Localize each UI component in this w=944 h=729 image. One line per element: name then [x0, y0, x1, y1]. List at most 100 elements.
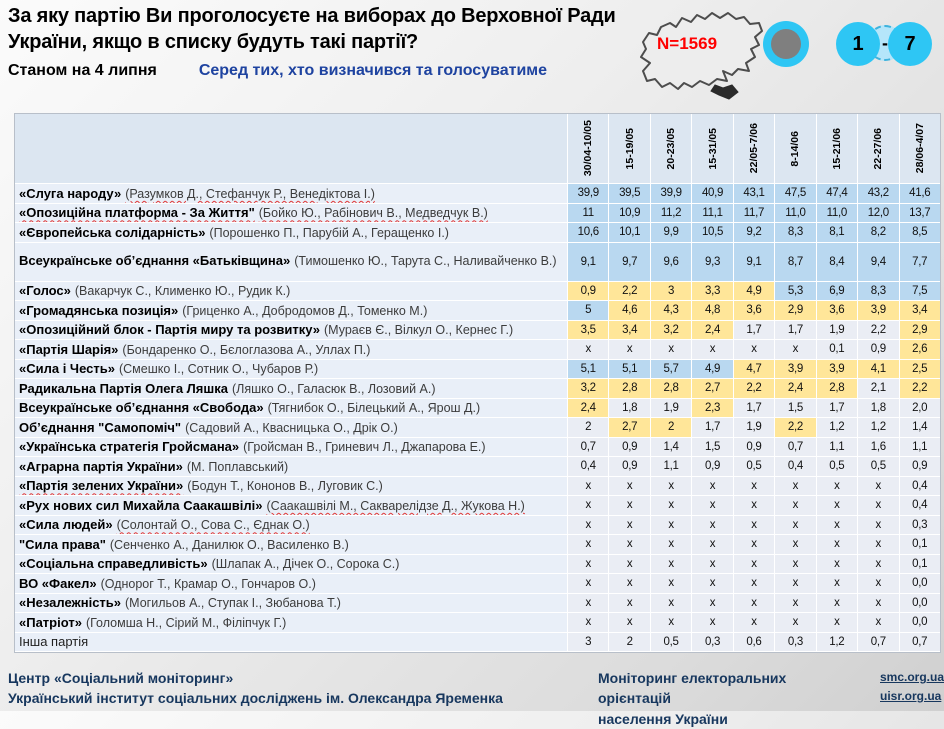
smc-link[interactable]: smc.org.ua [880, 670, 944, 684]
value-cell: 0,7 [568, 437, 610, 457]
value-cell: х [692, 476, 734, 496]
value-cell: 11,7 [733, 203, 776, 223]
value-cell: 11,2 [650, 203, 693, 223]
value-cell: х [858, 593, 900, 613]
value-cell: 43,1 [733, 184, 776, 204]
party-name: «Партія Шарія» [19, 341, 119, 357]
uisr-link[interactable]: uisr.org.ua [880, 689, 942, 704]
party-leaders: (Ляшко О., Галасюк В., Лозовий А.) [231, 381, 436, 396]
column-header: 22-27/06 [858, 114, 900, 184]
value-cell: 3,2 [568, 379, 610, 399]
party-name-cell: «Аграрна партія України» (М. Поплавський) [15, 457, 568, 477]
value-cell: 41,6 [899, 184, 940, 204]
column-header: 28/06-4/07 [899, 114, 940, 184]
value-cell: 1,7 [816, 398, 859, 418]
party-name-cell: «Партія зелених України» (Бодун Т., Конон… [15, 476, 568, 496]
value-cell: 2,6 [899, 340, 940, 360]
value-cell: х [775, 476, 817, 496]
value-cell: 5 [568, 301, 610, 321]
value-cell: 0,1 [816, 340, 859, 360]
wave-end-badge: 7 [888, 22, 932, 66]
value-cell: х [568, 476, 610, 496]
footer-project: Моніторинг електоральних орієнтацій насе… [598, 668, 863, 729]
value-cell: 7,7 [899, 242, 940, 282]
party-name: Об’єднання "Самопоміч" [19, 419, 182, 435]
value-cell: 3 [568, 632, 610, 652]
value-cell: х [568, 554, 610, 574]
gray-dot-icon [771, 29, 801, 59]
party-name-cell: Радикальна Партія Олега Ляшка (Ляшко О., … [15, 379, 568, 399]
value-cell: 0,5 [858, 457, 900, 477]
value-cell: х [858, 476, 900, 496]
value-cell: х [609, 554, 651, 574]
column-header: 15-21/06 [816, 114, 859, 184]
value-cell: 1,4 [650, 437, 693, 457]
value-cell: 2 [568, 418, 610, 438]
value-cell: 0,9 [858, 340, 900, 360]
party-name: «Громадянська позиція» [19, 302, 179, 318]
value-cell: 9,1 [568, 242, 610, 282]
value-cell: х [609, 535, 651, 555]
value-cell: 2,9 [899, 320, 940, 340]
column-header: 20-23/05 [650, 114, 693, 184]
value-cell: 9,6 [650, 242, 693, 282]
value-cell: х [650, 554, 693, 574]
value-cell: х [775, 496, 817, 516]
value-cell: 0,9 [733, 437, 776, 457]
value-cell: 9,3 [692, 242, 734, 282]
value-cell: 2,2 [899, 379, 940, 399]
party-leaders: (Гройсман В., Гриневич Л., Джапарова Е.) [243, 440, 486, 455]
footer: Центр «Соціальний моніторинг» Українськи… [0, 662, 944, 727]
value-cell: 11,0 [816, 203, 859, 223]
value-cell: 0,9 [692, 457, 734, 477]
value-cell: 47,5 [775, 184, 817, 204]
value-cell: 2,0 [899, 398, 940, 418]
value-cell: х [733, 613, 776, 633]
party-name: Всеукраїнське об’єднання «Батьківщина» [19, 253, 291, 269]
party-name-cell: «Опозиційна платформа - За Життя" (Бойко … [15, 203, 568, 223]
value-cell: 2,2 [775, 418, 817, 438]
party-leaders: (Бойко Ю., Рабінович В., Медведчук В.) [258, 206, 488, 221]
value-cell: 2,4 [568, 398, 610, 418]
value-cell: 4,6 [609, 301, 651, 321]
party-name-cell: «Сила людей» (Солонтай О., Сова С., Єднак… [15, 515, 568, 535]
value-cell: х [692, 515, 734, 535]
column-header: 30/04-10/05 [568, 114, 610, 184]
table-row: «Сила людей» (Солонтай О., Сова С., Єднак… [15, 515, 940, 535]
value-cell: 10,1 [609, 223, 651, 243]
value-cell: 1,4 [899, 418, 940, 438]
value-cell: 10,9 [609, 203, 651, 223]
table-row: «Патріот» (Голомша Н., Сірий М., Філіпчук… [15, 613, 940, 633]
party-name: «Європейська солідарність» [19, 224, 206, 240]
value-cell: х [692, 613, 734, 633]
value-cell: х [816, 476, 859, 496]
table-row: "Сила права" (Сенченко А., Данилюк О., Ва… [15, 535, 940, 555]
value-cell: х [609, 476, 651, 496]
sample-dot-icon [763, 21, 809, 67]
value-cell: х [650, 476, 693, 496]
value-cell: 6,9 [816, 281, 859, 301]
table-row: «Партія зелених України» (Бодун Т., Конон… [15, 476, 940, 496]
party-name: ВО «Факел» [19, 575, 97, 591]
party-name: «Сила людей» [19, 517, 113, 533]
value-cell: 4,8 [692, 301, 734, 321]
value-cell: 2,7 [692, 379, 734, 399]
value-cell: 1,2 [816, 418, 859, 438]
value-cell: 2,1 [858, 379, 900, 399]
party-name-cell: «Громадянська позиція» (Гриценко А., Добр… [15, 301, 568, 321]
value-cell: х [733, 554, 776, 574]
value-cell: х [816, 496, 859, 516]
value-cell: 9,1 [733, 242, 776, 282]
value-cell: х [609, 593, 651, 613]
value-cell: 2,8 [650, 379, 693, 399]
value-cell: 1,5 [775, 398, 817, 418]
value-cell: 2,2 [609, 281, 651, 301]
value-cell: х [568, 340, 610, 360]
party-name-cell: Інша партія [15, 632, 568, 652]
value-cell: 2,3 [692, 398, 734, 418]
value-cell: х [775, 340, 817, 360]
value-cell: 1,2 [858, 418, 900, 438]
value-cell: 13,7 [899, 203, 940, 223]
table-row: «Рух нових сил Михайла Саакашвілі» (Саака… [15, 496, 940, 516]
value-cell: х [858, 515, 900, 535]
